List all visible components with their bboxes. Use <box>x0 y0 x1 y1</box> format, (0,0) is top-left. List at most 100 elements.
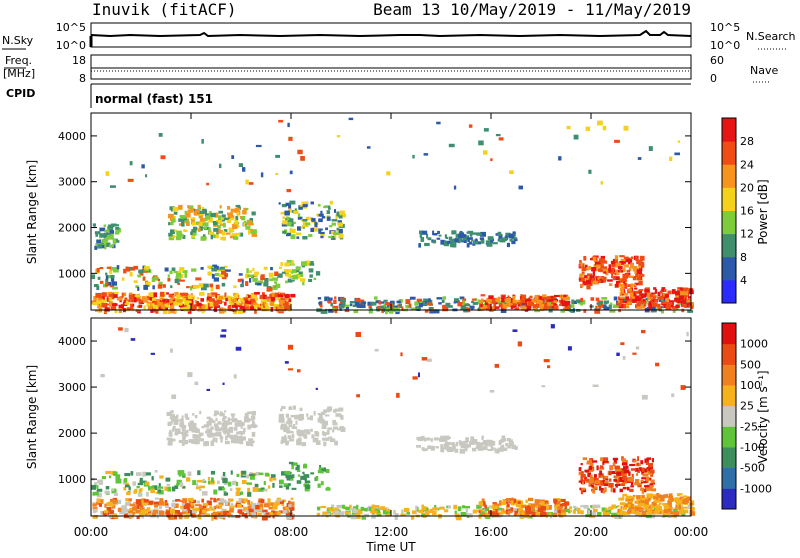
range-gate-cell <box>177 419 182 422</box>
range-gate-cell <box>139 272 144 276</box>
noise-panel: N.Sky 10^5 10^0 10^5 10^0 N.Search <box>2 21 796 52</box>
range-gate-cell <box>584 478 590 482</box>
range-gate-cell <box>229 488 233 492</box>
range-gate-cell <box>236 473 240 477</box>
range-gate-cell <box>546 308 550 311</box>
range-gate-cell <box>653 496 657 499</box>
range-gate-cell <box>165 503 169 507</box>
range-gate-cell <box>591 484 595 488</box>
range-gate-cell <box>521 511 525 515</box>
range-gate-cell <box>287 122 290 128</box>
range-gate-cell <box>393 509 396 515</box>
range-gate-cell <box>128 510 134 515</box>
range-gate-cell <box>641 467 645 472</box>
range-gate-cell <box>249 299 256 304</box>
range-gate-cell <box>218 273 225 278</box>
range-gate-cell <box>300 475 306 480</box>
range-gate-cell <box>252 267 255 272</box>
range-gate-cell <box>312 227 318 232</box>
range-gate-cell <box>614 483 620 486</box>
range-gate-cell <box>478 140 484 146</box>
range-gate-cell <box>250 415 256 420</box>
range-gate-cell <box>439 437 444 442</box>
range-gate-cell <box>388 309 394 314</box>
range-gate-cell <box>525 510 532 515</box>
range-gate-cell <box>191 497 194 503</box>
range-gate-cell <box>180 292 185 296</box>
range-gate-cell <box>539 513 543 517</box>
range-gate-cell <box>110 305 117 310</box>
range-gate-cell <box>616 302 619 306</box>
range-gate-cell <box>207 421 212 426</box>
range-gate-cell <box>527 515 533 519</box>
range-gate-cell <box>627 498 633 501</box>
range-gate-cell <box>528 497 534 502</box>
range-gate-cell <box>401 306 404 312</box>
range-gate-cell <box>481 305 488 308</box>
range-gate-cell <box>667 500 672 505</box>
colorbar-segment <box>722 187 736 211</box>
range-gate-cell <box>245 441 252 446</box>
range-gate-cell <box>145 472 151 476</box>
range-gate-cell <box>459 232 465 237</box>
range-gate-cell <box>378 301 381 305</box>
range-gate-cell <box>593 264 599 268</box>
range-gate-cell <box>207 293 210 297</box>
range-gate-cell <box>193 427 199 431</box>
range-gate-cell <box>330 507 334 510</box>
range-gate-cell <box>536 503 541 509</box>
range-gate-cell <box>99 227 106 232</box>
range-gate-cell <box>212 264 218 267</box>
range-gate-cell <box>340 213 347 218</box>
range-gate-cell <box>499 440 502 444</box>
range-gate-cell <box>339 511 345 514</box>
range-gate-cell <box>177 282 181 285</box>
range-gate-cell <box>192 507 197 511</box>
range-gate-cell <box>125 502 129 505</box>
range-gate-cell <box>238 273 243 276</box>
range-gate-cell <box>196 297 199 300</box>
range-gate-cell <box>499 500 502 505</box>
range-gate-cell <box>640 304 646 309</box>
range-gate-cell <box>105 282 109 287</box>
range-gate-cell <box>501 435 506 440</box>
range-gate-cell <box>615 485 618 488</box>
range-gate-cell <box>619 508 623 513</box>
range-gate-cell <box>130 266 136 271</box>
range-gate-cell <box>174 432 179 436</box>
range-gate-cell <box>131 513 134 516</box>
range-gate-cell <box>168 421 173 425</box>
range-gate-cell <box>108 301 113 307</box>
range-gate-cell <box>476 504 480 509</box>
range-gate-cell <box>326 408 331 413</box>
range-gate-cell <box>611 267 615 271</box>
range-gate-cell <box>564 504 567 509</box>
range-gate-cell <box>637 482 642 486</box>
range-gate-cell <box>658 298 662 302</box>
range-gate-cell <box>622 356 626 360</box>
range-gate-cell <box>666 302 673 305</box>
range-gate-cell <box>240 475 247 478</box>
range-gate-cell <box>636 462 639 467</box>
range-gate-cell <box>137 286 140 291</box>
range-gate-cell <box>440 239 445 245</box>
range-gate-cell <box>179 216 186 219</box>
range-gate-cell <box>242 506 248 512</box>
range-gate-cell <box>497 238 502 242</box>
range-gate-cell <box>640 499 645 505</box>
range-gate-cell <box>403 507 410 513</box>
range-gate-cell <box>157 278 160 282</box>
range-gate-cell <box>180 470 185 475</box>
range-gate-cell <box>241 421 245 426</box>
range-gate-cell <box>158 501 164 506</box>
range-gate-cell <box>246 268 249 274</box>
range-gate-cell <box>308 268 314 273</box>
range-gate-cell <box>319 465 322 470</box>
range-gate-cell <box>319 414 323 419</box>
range-gate-cell <box>630 468 637 471</box>
range-gate-cell <box>628 503 635 508</box>
range-gate-cell <box>339 307 342 311</box>
range-gate-cell <box>191 268 197 272</box>
range-gate-cell <box>597 120 603 126</box>
